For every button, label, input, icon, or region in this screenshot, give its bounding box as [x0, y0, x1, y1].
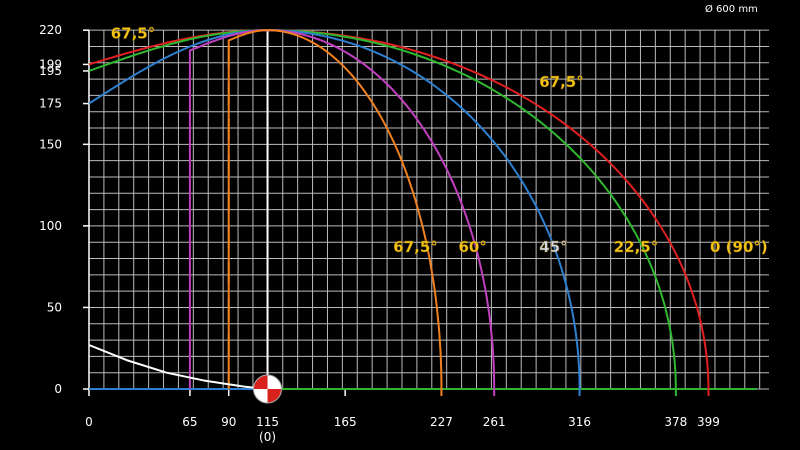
- series-lines: [88, 29, 757, 396]
- series-annotation: 45°: [539, 238, 567, 256]
- diameter-label: Ø 600 mm: [705, 3, 758, 15]
- y-tick-label: 220: [39, 23, 62, 37]
- decay-curve: [88, 344, 268, 390]
- series-line: [188, 29, 496, 390]
- y-tick-label: 195: [39, 64, 62, 78]
- series-annotation: 0 (90°): [710, 238, 768, 256]
- series-annotation: 67,5°: [539, 73, 584, 91]
- x-tick-label: 90: [221, 415, 236, 429]
- x-tick-label: 165: [334, 415, 357, 429]
- series-annotation: 67,5°: [111, 24, 156, 42]
- series-annotation: 22,5°: [614, 238, 659, 256]
- x-tick-label: 227: [430, 415, 453, 429]
- series-line: [88, 29, 677, 390]
- series-annotation: 67,5°: [393, 238, 438, 256]
- x-tick-label: 115: [256, 415, 279, 429]
- series-line: [88, 29, 581, 390]
- marker-outline: [253, 374, 283, 404]
- marker-quadrant: [267, 389, 282, 403]
- marker-quadrant: [253, 375, 268, 389]
- x-tick-label: 261: [483, 415, 506, 429]
- x-tick-label: 65: [182, 415, 197, 429]
- y-tick-label: 199: [39, 57, 62, 71]
- series-annotation: 60°: [458, 238, 486, 256]
- x-tick-label: 0: [85, 415, 93, 429]
- y-tick-label: 175: [39, 97, 62, 111]
- x-tick-sublabel: (0): [259, 430, 276, 444]
- annotations: 67,5° 67,5° 67,5° 60° 45° 22,5° 0 (90°): [111, 24, 768, 256]
- series-line: [227, 29, 443, 389]
- grid: [88, 29, 769, 390]
- y-tick-label: 100: [39, 219, 62, 233]
- x-tick-label: 378: [664, 415, 687, 429]
- y-tick-label: 0: [54, 382, 62, 396]
- x-tick-label: 316: [568, 415, 591, 429]
- x-tick-label: 399: [697, 415, 720, 429]
- x-axis: 0 65 90 115 165 227 261 316 378 399 (0): [85, 389, 720, 444]
- series-line: [88, 29, 710, 390]
- center-marker: [253, 374, 283, 404]
- y-tick-label: 50: [47, 300, 62, 314]
- y-tick-label: 150: [39, 137, 62, 151]
